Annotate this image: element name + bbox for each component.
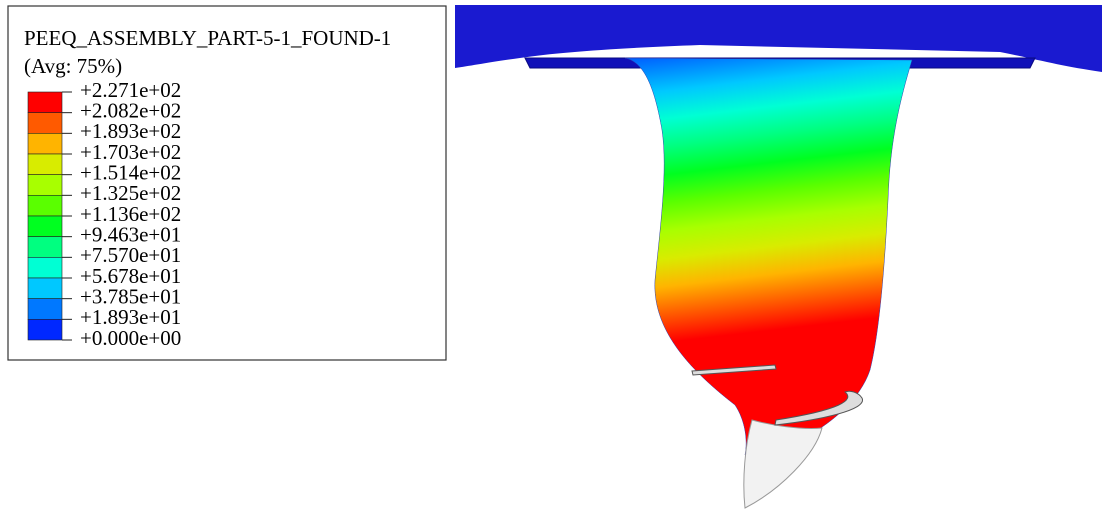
- color-band: [28, 195, 62, 216]
- deformed-body: [625, 58, 912, 455]
- color-band: [28, 299, 62, 320]
- color-band: [28, 113, 62, 134]
- color-band: [28, 319, 62, 340]
- level-label: +0.000e+00: [80, 326, 181, 350]
- color-band: [28, 92, 62, 113]
- color-band: [28, 175, 62, 196]
- legend-subtitle: (Avg: 75%): [24, 54, 122, 78]
- color-band: [28, 257, 62, 278]
- color-bar: +2.271e+02+2.082e+02+1.893e+02+1.703e+02…: [28, 78, 181, 350]
- color-band: [28, 278, 62, 299]
- legend-title: PEEQ_ASSEMBLY_PART-5-1_FOUND-1: [24, 26, 391, 50]
- color-band: [28, 216, 62, 237]
- color-band: [28, 237, 62, 258]
- screenshot: PEEQ_ASSEMBLY_PART-5-1_FOUND-1 (Avg: 75%…: [0, 0, 1102, 510]
- color-band: [28, 154, 62, 175]
- contour-view: PEEQ_ASSEMBLY_PART-5-1_FOUND-1 (Avg: 75%…: [0, 0, 1102, 510]
- tip: [744, 420, 822, 508]
- color-band: [28, 133, 62, 154]
